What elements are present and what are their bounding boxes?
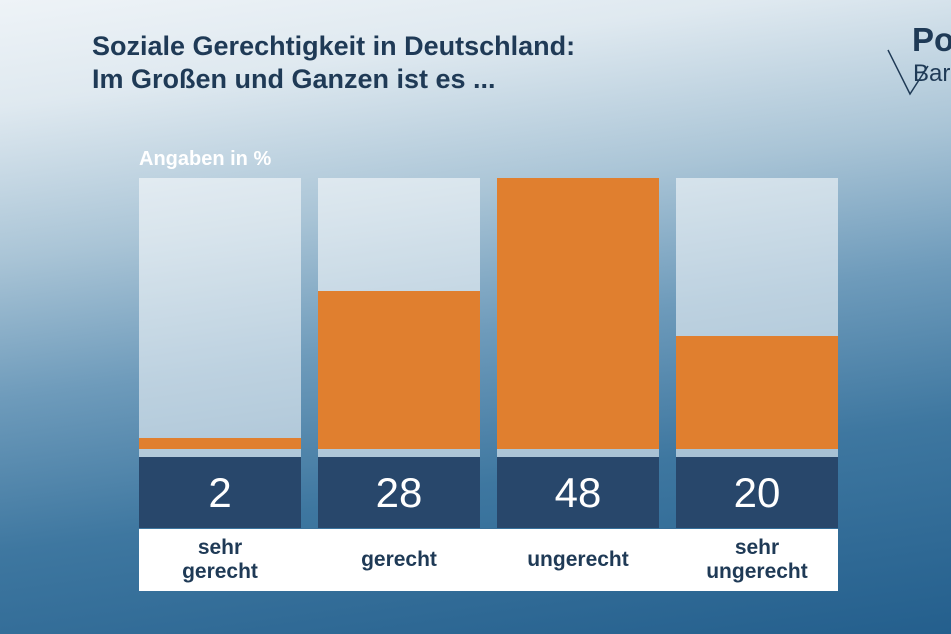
- politbarometer-logo: Po Bar: [880, 20, 951, 100]
- title-line-2: Im Großen und Ganzen ist es ...: [92, 64, 496, 94]
- bar: [139, 437, 301, 449]
- category-label: sehr gerecht: [182, 536, 258, 583]
- bar-background: [139, 178, 301, 457]
- category-label-strip: [139, 529, 838, 591]
- data-label: 48: [497, 457, 659, 528]
- title-line-1: Soziale Gerechtigkeit in Deutschland:: [92, 31, 576, 61]
- bar: [676, 336, 838, 449]
- logo-check-mark-icon: [887, 49, 929, 96]
- logo-text-top: Po: [912, 21, 951, 58]
- bar: [318, 290, 480, 449]
- logo-text-bottom: Bar: [913, 60, 951, 87]
- unit-label: Angaben in %: [139, 148, 272, 170]
- data-label: 28: [318, 457, 480, 528]
- bar: [497, 178, 659, 449]
- category-label: ungerecht: [527, 548, 629, 571]
- data-label: 2: [139, 457, 301, 528]
- category-label: gerecht: [361, 548, 437, 571]
- data-label: 20: [676, 457, 838, 528]
- chart-title: Soziale Gerechtigkeit in Deutschland: Im…: [92, 30, 575, 96]
- category-label: sehr ungerecht: [706, 536, 808, 583]
